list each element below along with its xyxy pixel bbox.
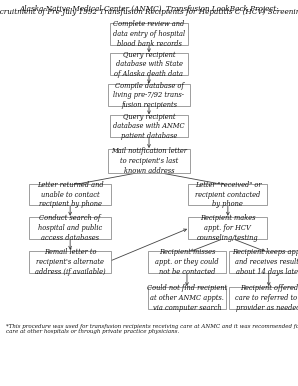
- Text: Query recipient
database with ANMC
patient database: Query recipient database with ANMC patie…: [113, 113, 185, 140]
- Text: Query recipient
database with State
of Alaska death data: Query recipient database with State of A…: [114, 51, 184, 78]
- Text: Recipient offered
care to referred to a
provider as needed: Recipient offered care to referred to a …: [235, 284, 298, 312]
- FancyBboxPatch shape: [110, 115, 188, 137]
- Text: Mail notification letter
to recipient's last
known address: Mail notification letter to recipient's …: [111, 147, 187, 174]
- Text: Recipient keeps appt.
and receives results
about 14 days later: Recipient keeps appt. and receives resul…: [232, 248, 298, 276]
- Text: Alaska Native Medical Center (ANMC), Transfusion LookBack Project:: Alaska Native Medical Center (ANMC), Tra…: [19, 5, 279, 13]
- FancyBboxPatch shape: [110, 53, 188, 75]
- Text: Conduct search of
hospital and public
access databases: Conduct search of hospital and public ac…: [38, 214, 102, 242]
- FancyBboxPatch shape: [108, 85, 190, 107]
- FancyBboxPatch shape: [188, 217, 267, 239]
- Text: Compile database of
living pre-7/92 trans-
fusion recipients: Compile database of living pre-7/92 tran…: [114, 81, 184, 109]
- Text: Recruitment of Pre-July 1992 Transfusion Recipients for Hepatitis C (HCV) Screen: Recruitment of Pre-July 1992 Transfusion…: [0, 8, 298, 16]
- FancyBboxPatch shape: [229, 251, 298, 273]
- Text: Recipient misses
appt. or they could
not be contacted: Recipient misses appt. or they could not…: [155, 248, 219, 276]
- FancyBboxPatch shape: [110, 23, 188, 45]
- Text: Could not find recipient
at other ANMC appts.
via computer search: Could not find recipient at other ANMC a…: [147, 284, 227, 312]
- Text: Letter "received" or
recipient contacted
by phone: Letter "received" or recipient contacted…: [195, 181, 261, 208]
- FancyBboxPatch shape: [229, 287, 298, 309]
- Text: Complete review and
data entry of hospital
blood bank records: Complete review and data entry of hospit…: [113, 20, 185, 48]
- Text: *This procedure was used for transfusion recipients receiving care at ANMC and i: *This procedure was used for transfusion…: [6, 323, 298, 334]
- Text: Recipient makes
appt. for HCV
counseling/testing: Recipient makes appt. for HCV counseling…: [197, 214, 259, 242]
- FancyBboxPatch shape: [148, 251, 226, 273]
- Text: Remail letter to
recipient's alternate
address (if available): Remail letter to recipient's alternate a…: [35, 248, 105, 276]
- FancyBboxPatch shape: [29, 217, 111, 239]
- FancyBboxPatch shape: [29, 251, 111, 273]
- FancyBboxPatch shape: [148, 287, 226, 309]
- FancyBboxPatch shape: [108, 149, 190, 173]
- FancyBboxPatch shape: [188, 184, 267, 205]
- Text: Letter returned and
unable to contact
recipient by phone: Letter returned and unable to contact re…: [37, 181, 103, 208]
- FancyBboxPatch shape: [29, 184, 111, 205]
